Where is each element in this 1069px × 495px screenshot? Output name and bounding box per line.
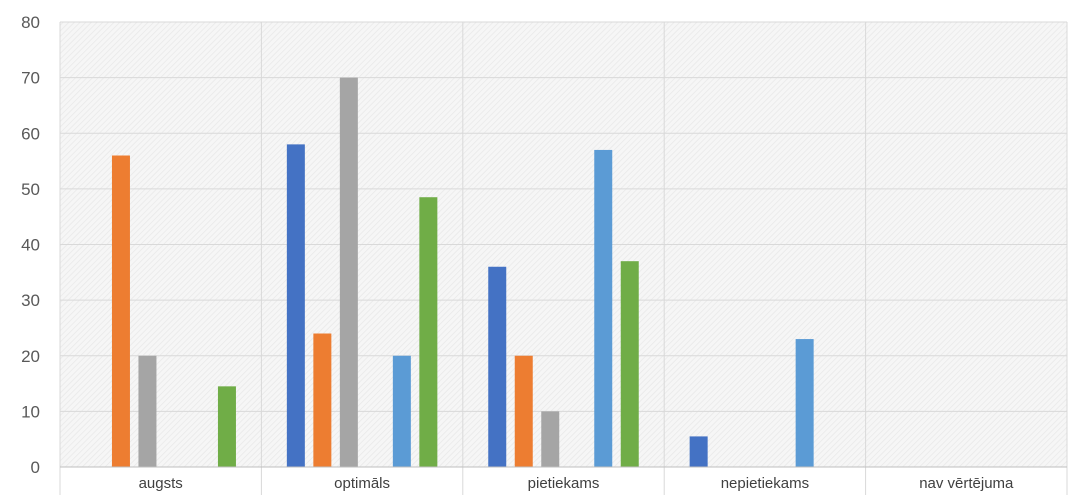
bar-optimāls-s2 [313, 333, 332, 467]
x-tick-label: pietiekams [528, 475, 600, 492]
bar-nepietiekams-s1 [689, 436, 708, 467]
bar-pietiekams-s3 [541, 411, 560, 467]
bar-augsts-s6 [217, 386, 236, 467]
y-axis: 0 10 20 30 40 50 60 70 80 [21, 13, 40, 477]
y-tick-label: 60 [21, 124, 40, 143]
bar-pietiekams-s1 [488, 266, 507, 467]
x-tick-label: optimāls [334, 475, 390, 492]
bar-pietiekams-s5 [594, 149, 613, 467]
x-tick-label: augsts [139, 475, 183, 492]
bar-optimāls-s6 [419, 197, 438, 467]
bar-optimāls-s5 [392, 355, 411, 467]
y-tick-label: 80 [21, 13, 40, 32]
y-tick-label: 20 [21, 347, 40, 366]
y-tick-label: 10 [21, 402, 40, 421]
bar-optimāls-s1 [286, 144, 305, 467]
x-tick-label: nav vērtējuma [919, 475, 1014, 492]
bar-optimāls-s3 [339, 77, 358, 467]
bar-augsts-s3 [138, 355, 157, 467]
x-tick-label: nepietiekams [721, 475, 809, 492]
y-tick-label: 40 [21, 236, 40, 255]
bar-pietiekams-s6 [620, 261, 639, 467]
x-axis: augsts optimāls pietiekams nepietiekams nav … [60, 466, 1067, 492]
y-tick-label: 70 [21, 69, 40, 88]
bars [111, 77, 814, 467]
y-tick-label: 50 [21, 180, 40, 199]
y-tick-label: 0 [31, 458, 40, 477]
bar-augsts-s2 [111, 155, 130, 467]
y-tick-label: 30 [21, 291, 40, 310]
bar-nepietiekams-s5 [795, 339, 814, 467]
gridlines [59, 21, 1068, 495]
bar-pietiekams-s2 [514, 355, 533, 467]
